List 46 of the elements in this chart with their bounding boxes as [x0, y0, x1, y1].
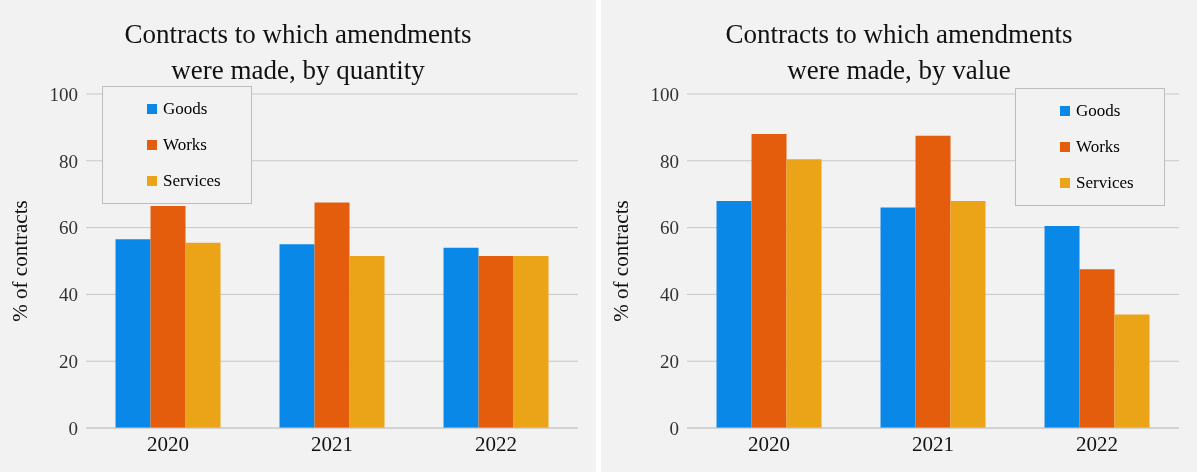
bar: [915, 135, 951, 428]
bar: [478, 255, 514, 428]
y-tick-label: 80: [59, 150, 78, 172]
bar: [279, 244, 315, 428]
bar: [1114, 314, 1150, 428]
legend-label: Goods: [163, 99, 208, 119]
y-tick-label: 100: [650, 83, 679, 105]
bar: [314, 202, 350, 428]
chart-title: Contracts to which amendments were made, by quantity: [123, 18, 473, 87]
y-tick-label: 20: [660, 350, 679, 372]
bar: [443, 247, 479, 428]
y-axis-title: % of contracts: [8, 200, 33, 322]
y-tick-label: 0: [68, 417, 78, 439]
x-tick-label: 2022: [1076, 431, 1118, 456]
legend-label: Goods: [1076, 101, 1121, 121]
y-tick-label: 60: [660, 217, 679, 239]
chart-title: Contracts to which amendments were made, by value: [724, 18, 1074, 87]
x-tick-label: 2022: [475, 431, 517, 456]
bar: [716, 200, 752, 428]
y-tick-label: 0: [669, 417, 679, 439]
y-axis-title: % of contracts: [609, 200, 634, 322]
bar: [150, 205, 186, 428]
y-tick-label: 100: [49, 83, 78, 105]
x-tick-label: 2020: [748, 431, 790, 456]
bar: [185, 242, 221, 428]
y-tick-label: 60: [59, 217, 78, 239]
legend-label: Works: [1076, 137, 1120, 157]
x-tick-label: 2020: [147, 431, 189, 456]
bar: [115, 239, 151, 428]
legend-label: Services: [163, 171, 221, 191]
bar: [786, 159, 822, 428]
y-tick-label: 80: [660, 150, 679, 172]
x-tick-label: 2021: [311, 431, 353, 456]
legend-label: Services: [1076, 173, 1134, 193]
bar: [950, 200, 986, 428]
y-tick-label: 40: [59, 284, 78, 306]
legend-label: Works: [163, 135, 207, 155]
bar: [1044, 225, 1080, 428]
bar: [349, 255, 385, 428]
bar: [513, 255, 549, 428]
y-tick-label: 20: [59, 350, 78, 372]
bar: [1079, 269, 1115, 428]
y-tick-label: 40: [660, 284, 679, 306]
x-tick-label: 2021: [912, 431, 954, 456]
bar: [751, 134, 787, 428]
bar: [880, 207, 916, 428]
